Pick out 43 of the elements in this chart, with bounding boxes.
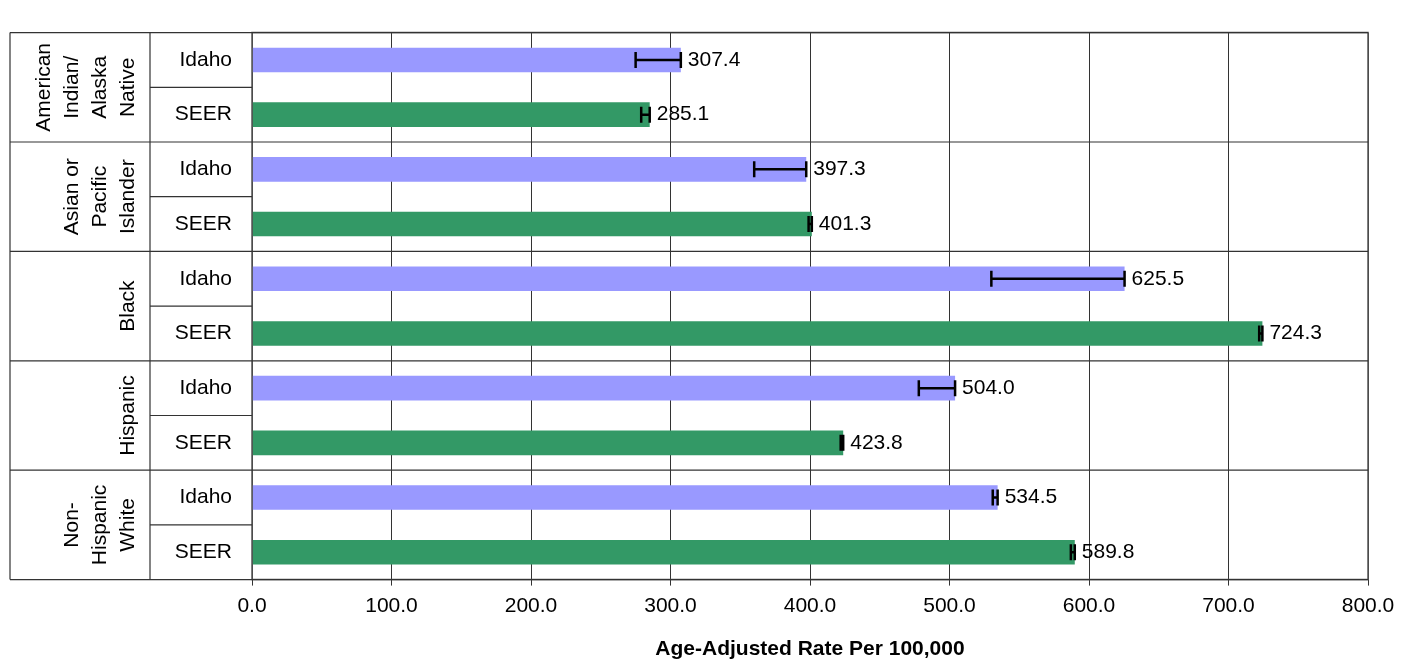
x-tick-label: 100.0 (365, 593, 418, 616)
bar (252, 321, 1263, 346)
y-tick-label: SEER (174, 101, 232, 125)
text: Non- Hispanic White (58, 484, 138, 566)
bar (252, 485, 998, 510)
y-tick-label: SEER (174, 429, 232, 453)
bar (252, 157, 807, 182)
bar (252, 102, 650, 127)
x-axis-title: Age-Adjusted Rate Per 100,000 (655, 636, 965, 660)
bar (252, 375, 956, 401)
x-tick-label: 400.0 (783, 593, 837, 616)
data-label: 625.5 (1131, 265, 1185, 289)
text: American Indian/ Alaska Native (30, 42, 138, 132)
x-tick-label: 700.0 (1202, 593, 1255, 616)
y-tick-label: SEER (174, 210, 232, 234)
y-tick-label: Idaho (179, 374, 232, 398)
y-tick-label: Idaho (179, 484, 232, 508)
x-tick-label: 300.0 (644, 593, 697, 616)
x-tick-label: 500.0 (923, 593, 976, 616)
data-label: 534.5 (1004, 484, 1058, 508)
x-tick-label: 200.0 (504, 593, 558, 616)
bar (252, 211, 812, 237)
bar (252, 430, 844, 456)
bar (252, 539, 1075, 565)
y-tick-label: SEER (174, 539, 232, 563)
data-label: 504.0 (962, 374, 1015, 398)
y-tick-label: Idaho (179, 46, 232, 70)
x-tick-label: 800.0 (1341, 593, 1395, 616)
text: Black (114, 279, 138, 332)
y-tick-label: Idaho (179, 265, 232, 289)
data-label: 401.3 (818, 210, 872, 234)
x-tick-label: 0.0 (237, 593, 267, 616)
y-tick-label: SEER (174, 320, 232, 344)
data-label: 423.8 (850, 429, 903, 453)
text: Asian or Pacific Islander (58, 158, 138, 236)
x-tick-label: 600.0 (1062, 593, 1116, 616)
text: Hispanic (114, 375, 138, 456)
data-label: 724.3 (1269, 320, 1322, 344)
bar (252, 266, 1125, 292)
data-label: 397.3 (813, 156, 866, 180)
data-label: 307.4 (687, 46, 741, 70)
bar (252, 47, 681, 73)
y-tick-label: Idaho (179, 156, 232, 180)
